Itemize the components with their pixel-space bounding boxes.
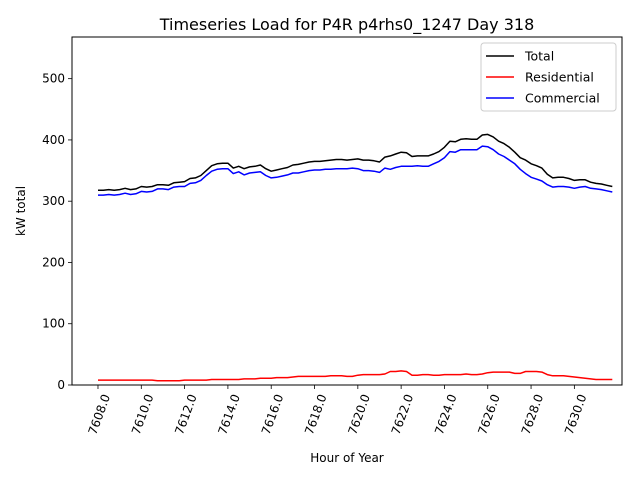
series-line-residential — [98, 370, 613, 382]
y-axis: 0 100 200 300 400 500 — [42, 72, 72, 392]
y-tick-label: 100 — [42, 317, 65, 331]
y-tick-label: 400 — [42, 133, 65, 147]
y-tick-label: 200 — [42, 255, 65, 269]
plot-area — [98, 133, 613, 382]
legend-label-total: Total — [524, 49, 554, 64]
legend-label-commercial: Commercial — [525, 91, 600, 106]
y-axis-label: kW total — [14, 186, 28, 236]
series-line-total — [98, 133, 613, 191]
legend-box — [480, 42, 617, 112]
x-axis-label: Hour of Year — [310, 451, 384, 465]
legend: Total Residential Commercial — [480, 42, 617, 112]
plot-frame — [71, 36, 623, 386]
series-line-commercial — [98, 145, 613, 196]
legend-label-residential: Residential — [525, 70, 594, 85]
y-tick-label: 300 — [42, 194, 65, 208]
chart-title: Timeseries Load for P4R p4rhs0_1247 Day … — [159, 15, 535, 35]
y-tick-label: 500 — [42, 72, 65, 86]
y-tick-label: 0 — [57, 378, 65, 392]
